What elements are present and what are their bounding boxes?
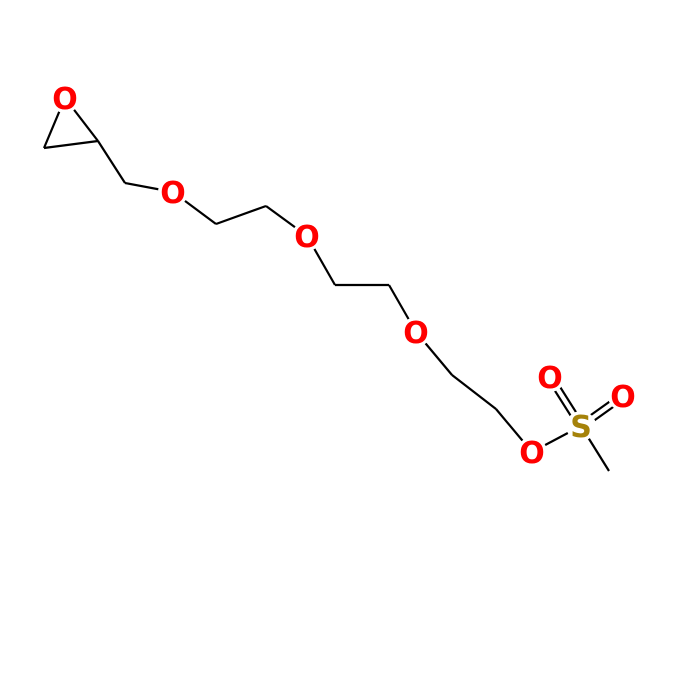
bond-single-C_a-C_b bbox=[43, 139, 99, 150]
atom-label-o-O3: O bbox=[403, 316, 429, 351]
atom-label-o-O_ep: O bbox=[52, 82, 78, 117]
atom-label-mask bbox=[158, 177, 188, 207]
atom-label-o-O4: O bbox=[537, 361, 563, 396]
atom-label-mask bbox=[50, 83, 80, 113]
atom-label-o-O1: O bbox=[160, 176, 186, 211]
atom-label-mask bbox=[566, 411, 596, 441]
bond-single-C_d-C_e bbox=[215, 204, 267, 226]
atom-label-mask bbox=[535, 362, 565, 392]
atom-label-s-S1: S bbox=[570, 410, 592, 445]
atom-label-mask bbox=[608, 381, 638, 411]
atom-label-o-O6: O bbox=[519, 436, 545, 471]
atom-label-mask bbox=[401, 317, 431, 347]
atom-label-o-O2: O bbox=[294, 220, 320, 255]
atom-label-o-O5: O bbox=[610, 380, 636, 415]
atom-label-mask bbox=[517, 437, 547, 467]
bond-single-C_h-C_i bbox=[451, 374, 497, 410]
bond-single-C_b-C_c bbox=[97, 140, 126, 184]
atom-label-mask bbox=[292, 221, 322, 251]
